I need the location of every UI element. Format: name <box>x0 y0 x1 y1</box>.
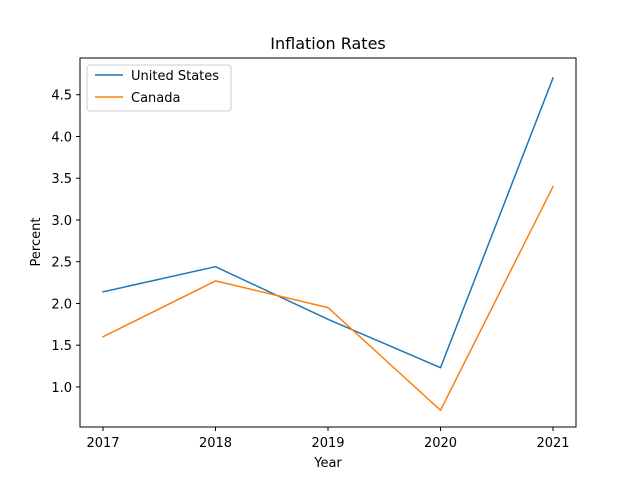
y-axis-label: Percent <box>29 218 44 267</box>
legend: United States Canada <box>86 64 232 112</box>
plot-lines <box>101 77 555 412</box>
y-tick-label: 4.5 <box>51 89 72 104</box>
x-tick-label: 2018 <box>199 436 232 451</box>
y-tick-label: 1.5 <box>51 339 72 354</box>
y-tick-label: 3.5 <box>51 172 72 187</box>
legend-frame <box>86 64 232 112</box>
x-tick-label: 2020 <box>424 436 457 451</box>
y-tick-label: 4.0 <box>51 130 72 145</box>
chart-title: Inflation Rates <box>270 34 386 53</box>
x-tick-label: 2017 <box>86 436 119 451</box>
x-axis-ticks: 2017 2018 2019 2020 2021 <box>86 427 570 451</box>
x-tick-label: 2021 <box>536 436 569 451</box>
y-tick-label: 3.0 <box>51 214 72 229</box>
series-line-canada <box>101 185 555 412</box>
legend-label-united-states: United States <box>131 69 219 84</box>
y-tick-label: 2.5 <box>51 256 72 271</box>
series-line-united-states <box>102 77 554 369</box>
legend-label-canada: Canada <box>131 91 180 106</box>
y-tick-label: 1.0 <box>51 381 72 396</box>
x-tick-label: 2019 <box>311 436 344 451</box>
y-tick-label: 2.0 <box>51 297 72 312</box>
x-axis-label: Year <box>313 456 342 471</box>
y-axis-ticks: 1.0 1.5 2.0 2.5 3.0 3.5 4.0 4.5 <box>51 89 80 396</box>
